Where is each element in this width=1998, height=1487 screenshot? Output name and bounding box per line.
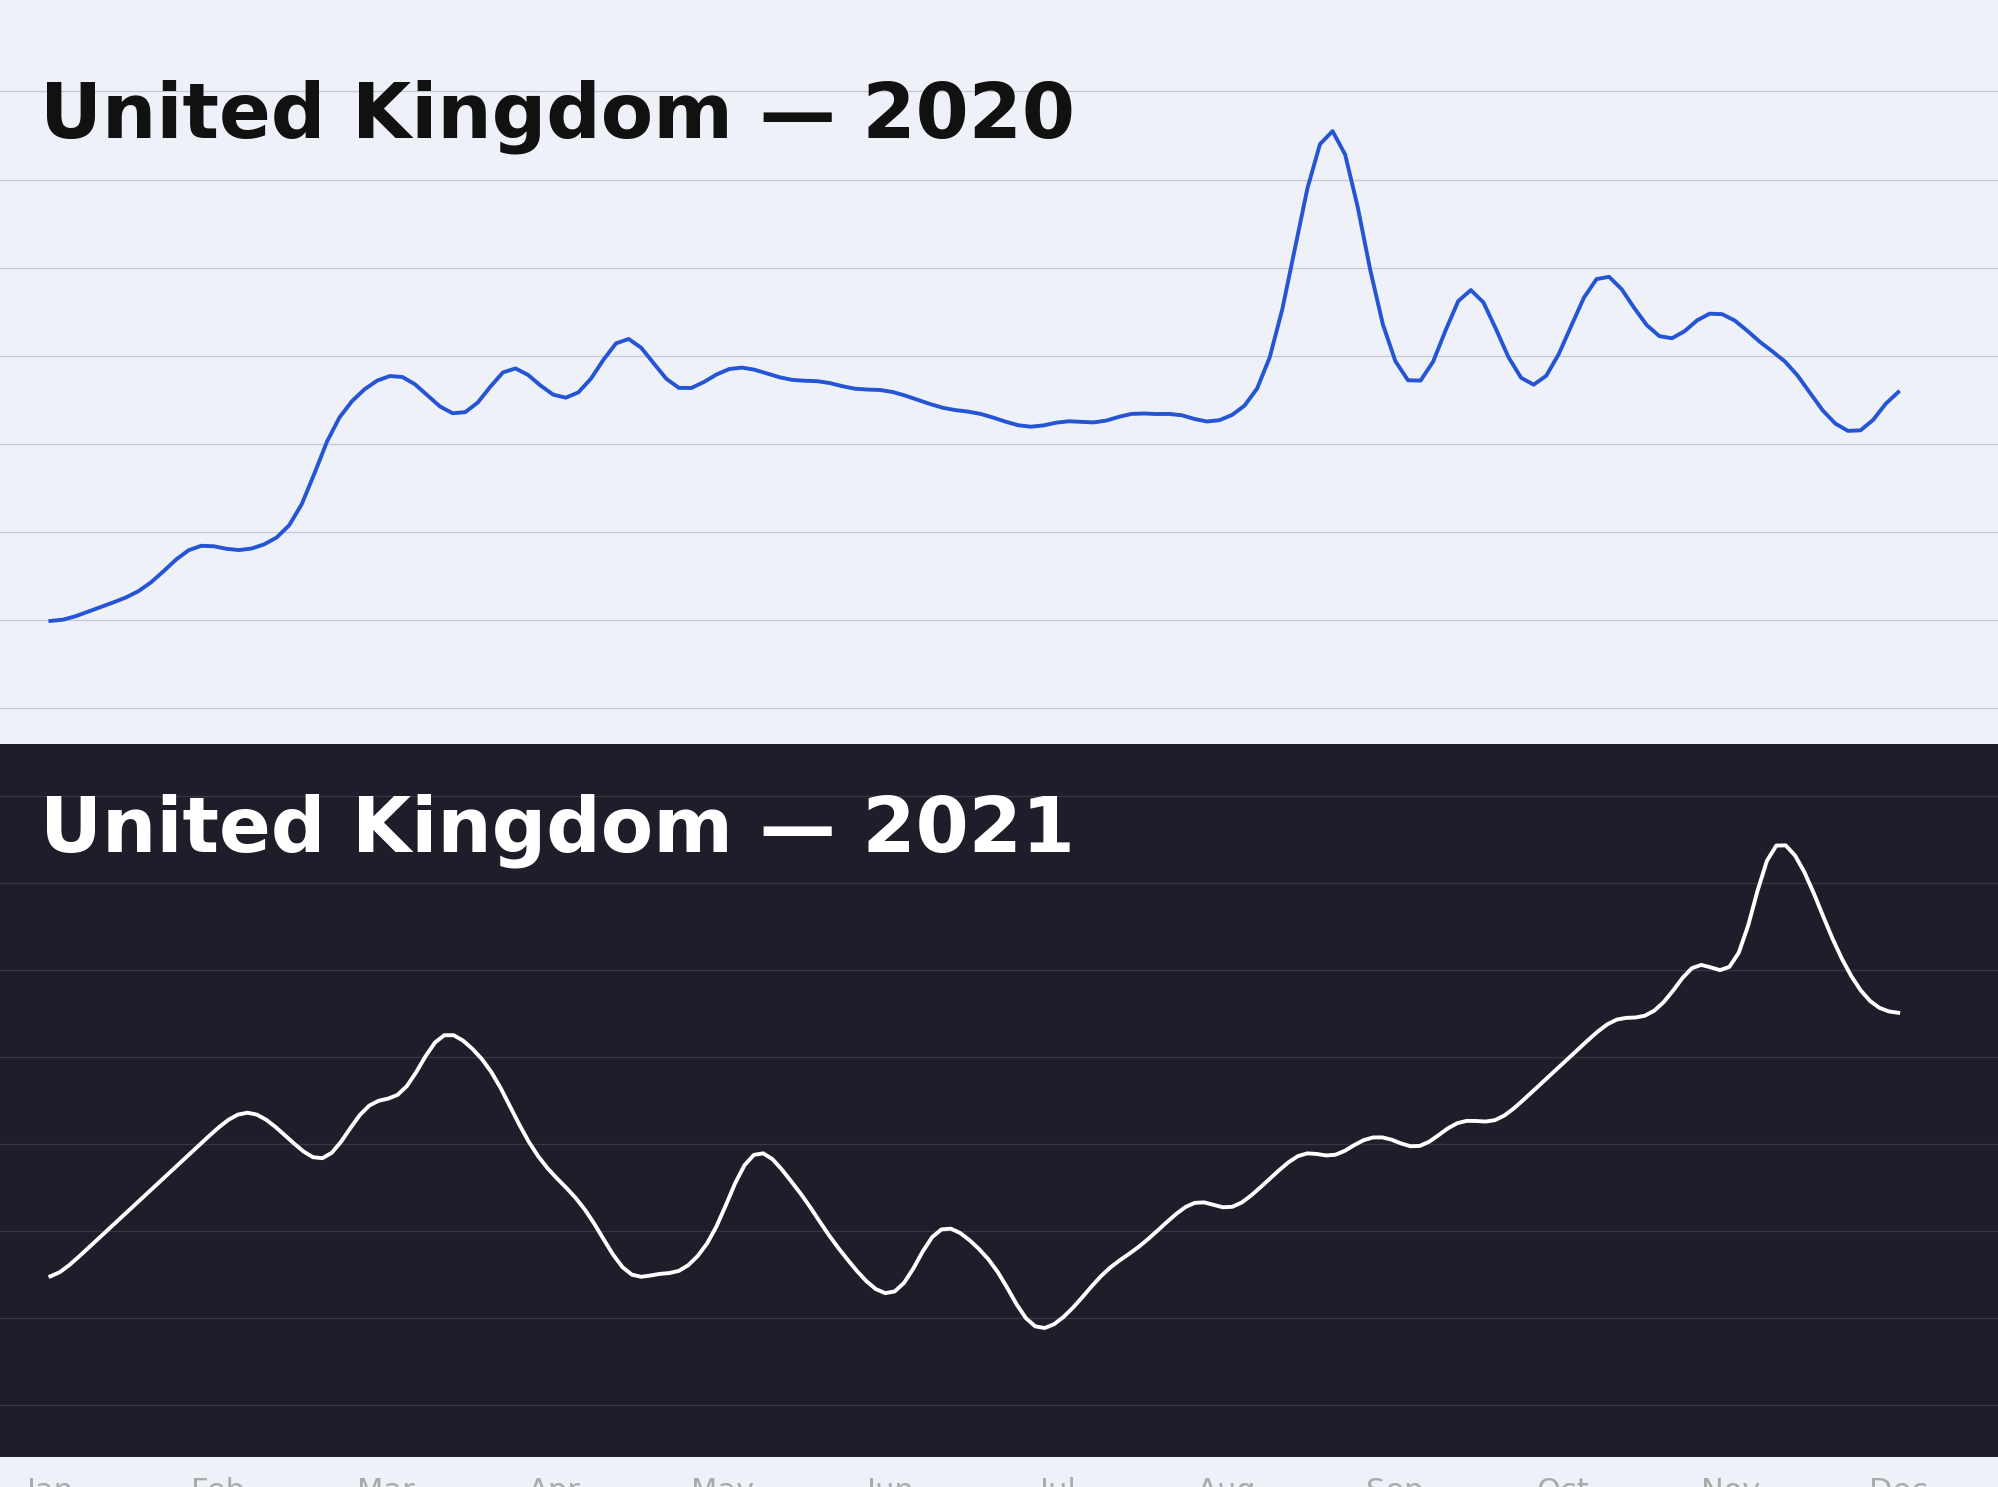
Text: United Kingdom — 2021: United Kingdom — 2021	[40, 794, 1075, 868]
Text: United Kingdom — 2020: United Kingdom — 2020	[40, 80, 1075, 155]
